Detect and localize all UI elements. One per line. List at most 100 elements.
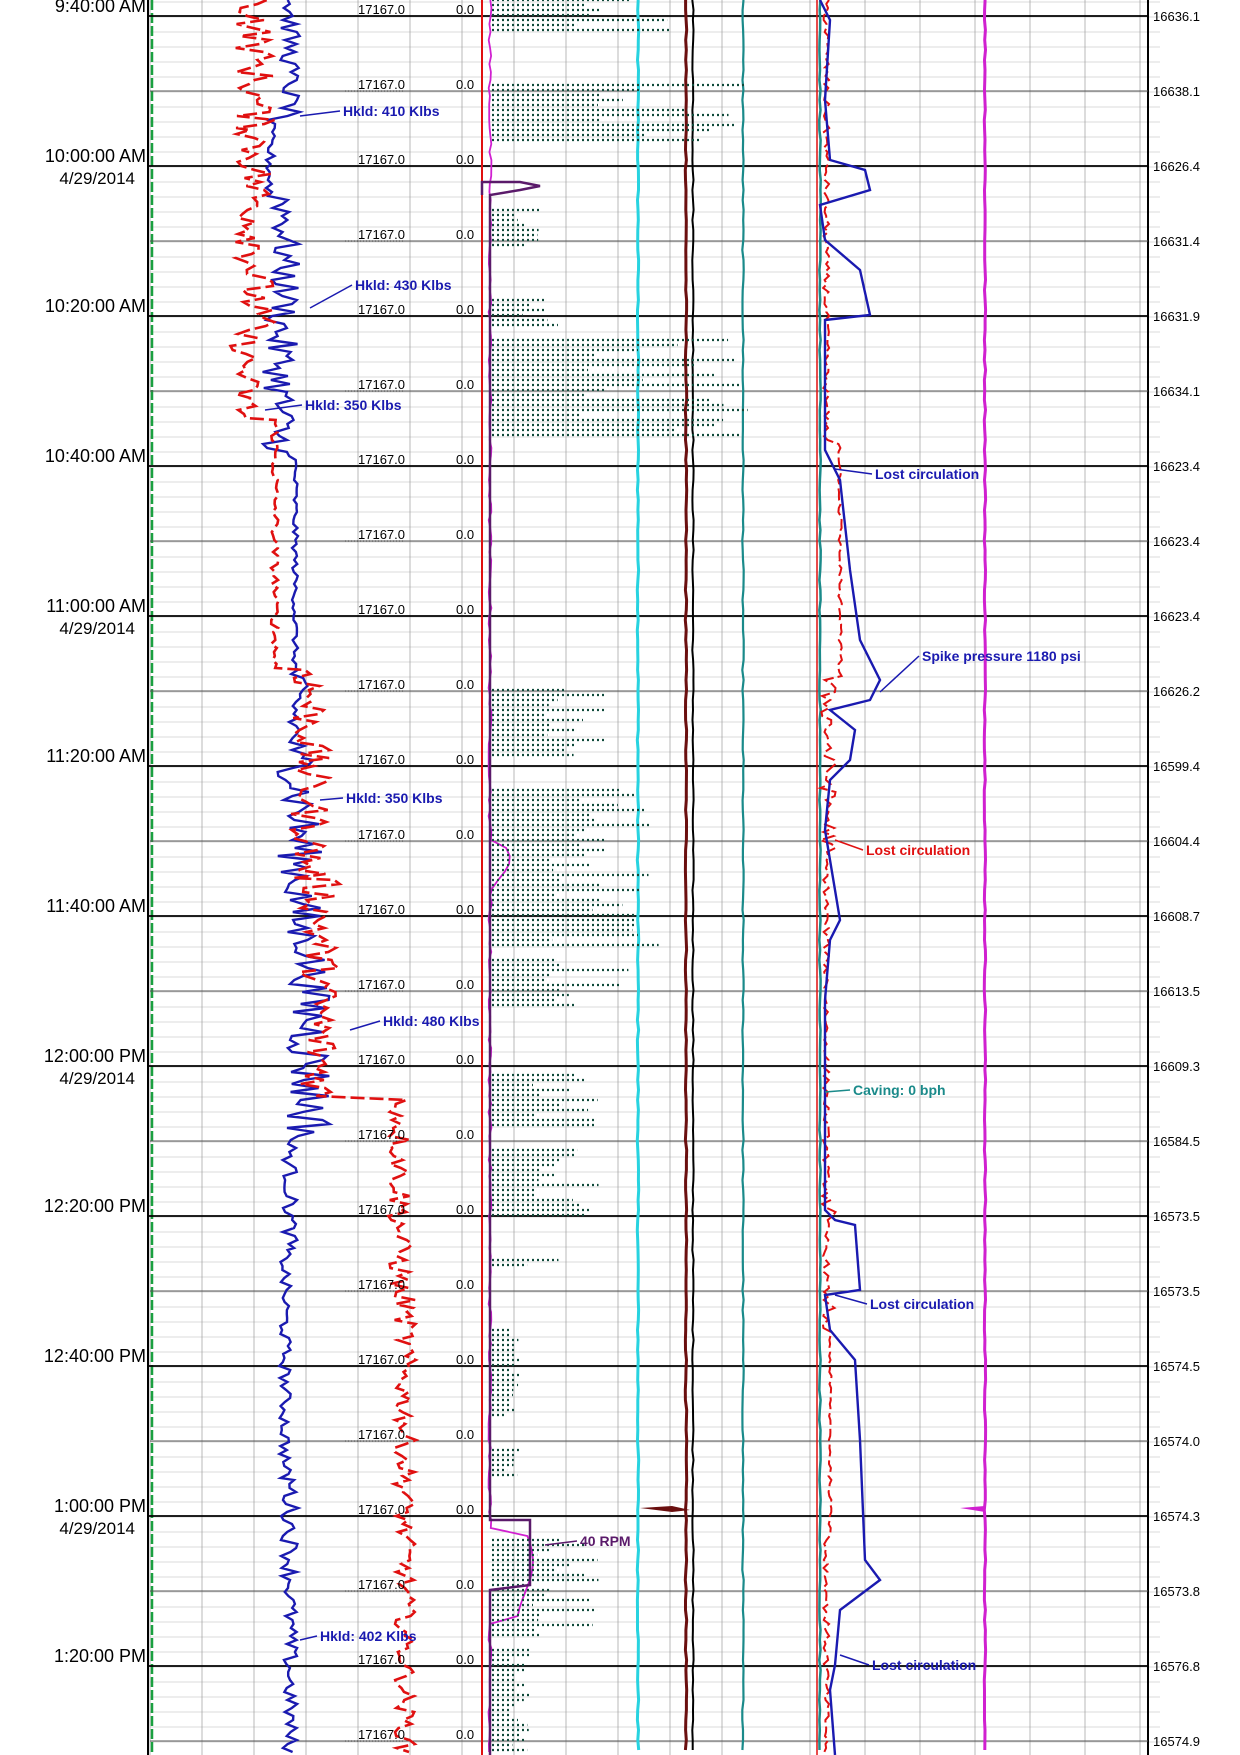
annotation-label: Lost circulation xyxy=(875,466,979,482)
rop-label: 0.0 xyxy=(456,677,474,692)
depth-label: 16573.8 xyxy=(1153,1584,1200,1599)
depth-label: 16573.5 xyxy=(1153,1209,1200,1224)
depth-label: 16623.4 xyxy=(1153,459,1200,474)
depth-label: 16604.4 xyxy=(1153,834,1200,849)
annotation-leader xyxy=(544,1540,578,1546)
bit-depth-label: 17167.0 xyxy=(358,902,405,917)
bit-depth-label: 17167.0 xyxy=(358,1652,405,1667)
vertical-grid xyxy=(149,0,1141,1755)
depth-label: 16631.4 xyxy=(1153,234,1200,249)
bit-depth-label: 17167.0 xyxy=(358,1277,405,1292)
depth-label: 16576.8 xyxy=(1153,1659,1200,1674)
bit-depth-label: 17167.0 xyxy=(358,1727,405,1742)
depth-label: 16584.5 xyxy=(1153,1134,1200,1149)
column-value-lines xyxy=(150,15,1148,1742)
rop-label: 0.0 xyxy=(456,227,474,242)
depth-label: 16609.3 xyxy=(1153,1059,1200,1074)
depth-label: 16573.5 xyxy=(1153,1284,1200,1299)
annotation-leader xyxy=(839,1654,870,1666)
time-label: 12:40:00 PM xyxy=(44,1346,146,1366)
depth-label: 16608.7 xyxy=(1153,909,1200,924)
annotation-label: Lost circulation xyxy=(870,1296,974,1312)
bit-depth-label: 17167.0 xyxy=(358,77,405,92)
vertical-trace xyxy=(741,0,745,1751)
depth-label: 16623.4 xyxy=(1153,609,1200,624)
rop-label: 0.0 xyxy=(456,1202,474,1217)
annotation-label: Hkld: 410 Klbs xyxy=(343,103,440,119)
depth-label: 16574.9 xyxy=(1153,1734,1200,1749)
bit-depth-label: 17167.0 xyxy=(358,602,405,617)
time-label: 1:00:00 PM xyxy=(54,1496,146,1516)
rop-label: 0.0 xyxy=(456,902,474,917)
date-label: 4/29/2014 xyxy=(59,1069,135,1088)
depth-label: 16634.1 xyxy=(1153,384,1200,399)
major-grid xyxy=(147,0,1149,1755)
annotation-leader xyxy=(824,1089,851,1093)
vertical-trace xyxy=(818,0,822,1751)
time-label: 10:20:00 AM xyxy=(45,296,146,316)
annotation-label: Caving: 0 bph xyxy=(853,1082,946,1098)
depth-label: 16623.4 xyxy=(1153,534,1200,549)
bit-depth-label: 17167.0 xyxy=(358,1352,405,1367)
bit-depth-label: 17167.0 xyxy=(358,527,405,542)
vertical-trace xyxy=(683,0,689,1751)
depth-label: 16613.5 xyxy=(1153,984,1200,999)
pressure-trace xyxy=(817,0,844,1753)
bit-depth-label: 17167.0 xyxy=(358,227,405,242)
annotation-leader xyxy=(319,797,344,801)
rop-label: 0.0 xyxy=(456,1727,474,1742)
annotation-label: Hkld: 350 Klbs xyxy=(346,790,443,806)
annotation-label: Hkld: 430 Klbs xyxy=(355,277,452,293)
rop-label: 0.0 xyxy=(456,152,474,167)
annotation-leader xyxy=(309,284,353,309)
bit-depth-label: 17167.0 xyxy=(358,452,405,467)
time-label: 12:20:00 PM xyxy=(44,1196,146,1216)
depth-label: 16631.9 xyxy=(1153,309,1200,324)
depth-label: 16574.0 xyxy=(1153,1434,1200,1449)
annotation-leader xyxy=(834,839,864,851)
annotation-label: Spike pressure 1180 psi xyxy=(922,648,1081,664)
time-label: 12:00:00 PM xyxy=(44,1046,146,1066)
bit-depth-label: 17167.0 xyxy=(358,302,405,317)
vertical-trace xyxy=(982,0,988,1751)
rop-label: 0.0 xyxy=(456,77,474,92)
bit-depth-label: 17167.0 xyxy=(358,152,405,167)
annotation-label: Lost circulation xyxy=(866,842,970,858)
annotations: Hkld: 410 Klbs Hkld: 430 Klbs Hkld: 350 Kl… xyxy=(264,103,1081,1673)
right-pressure-trace xyxy=(818,0,882,1755)
rop-label: 0.0 xyxy=(456,827,474,842)
time-label: 9:40:00 AM xyxy=(55,0,146,16)
data-traces xyxy=(228,0,988,1755)
bit-depth-label: 17167.0 xyxy=(358,1577,405,1592)
time-label: 10:40:00 AM xyxy=(45,446,146,466)
bit-depth-label: 17167.0 xyxy=(358,1052,405,1067)
depth-label: 16638.1 xyxy=(1153,84,1200,99)
rop-label: 0.0 xyxy=(456,1577,474,1592)
time-label: 11:20:00 AM xyxy=(46,746,146,766)
annotation-label: Hkld: 402 Klbs xyxy=(320,1628,417,1644)
rop-label: 0.0 xyxy=(456,527,474,542)
rop-label: 0.0 xyxy=(456,1652,474,1667)
annotation-leader xyxy=(349,1020,381,1031)
date-label: 4/29/2014 xyxy=(59,619,135,638)
annotation-leader xyxy=(879,655,920,693)
depth-label: 16574.5 xyxy=(1153,1359,1200,1374)
rop-label: 0.0 xyxy=(456,1502,474,1517)
bit-depth-label: 17167.0 xyxy=(358,1502,405,1517)
rop-label: 0.0 xyxy=(456,452,474,467)
bit-depth-label: 17167.0 xyxy=(358,1127,405,1142)
wob-trace xyxy=(228,0,420,1754)
rpm-trace xyxy=(480,180,541,1755)
date-label: 4/29/2014 xyxy=(59,169,135,188)
axis-labels: 9:40:00 AM 10:00:00 AM 4/29/2014 10:20:00 A… xyxy=(44,0,1200,1749)
annotation-label: 40 RPM xyxy=(580,1533,631,1549)
bit-depth-label: 17167.0 xyxy=(358,977,405,992)
annotation-label: Hkld: 480 Klbs xyxy=(383,1013,480,1029)
rop-label: 0.0 xyxy=(456,2,474,17)
magenta-spike xyxy=(960,1506,985,1512)
rop-label: 0.0 xyxy=(456,752,474,767)
bit-depth-label: 17167.0 xyxy=(358,827,405,842)
annotation-leader xyxy=(299,1635,318,1641)
rop-label: 0.0 xyxy=(456,377,474,392)
